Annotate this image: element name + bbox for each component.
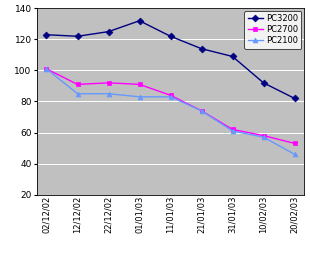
Line: PC2100: PC2100 (44, 66, 297, 157)
PC2100 (231, 129, 234, 133)
PC2700 (169, 94, 172, 97)
PC3200 (231, 55, 234, 58)
PC2700 (262, 134, 265, 137)
PC3200 (107, 30, 110, 33)
PC3200 (138, 19, 141, 23)
PC2100 (138, 95, 141, 98)
PC2700 (107, 81, 110, 85)
PC2100 (262, 135, 265, 139)
PC2700 (138, 83, 141, 86)
PC2100 (293, 153, 296, 156)
PC2700 (76, 83, 79, 86)
Line: PC2700: PC2700 (44, 66, 297, 146)
PC3200 (293, 97, 296, 100)
PC2700 (231, 128, 234, 131)
PC3200 (169, 35, 172, 38)
PC2100 (169, 95, 172, 98)
PC2700 (200, 109, 203, 113)
PC2700 (45, 67, 48, 71)
PC2700 (293, 142, 296, 145)
Legend: PC3200, PC2700, PC2100: PC3200, PC2700, PC2100 (244, 11, 301, 49)
PC2100 (45, 67, 48, 71)
PC2100 (107, 92, 110, 95)
PC3200 (45, 33, 48, 36)
PC2100 (76, 92, 79, 95)
PC3200 (76, 35, 79, 38)
PC3200 (200, 47, 203, 50)
Line: PC3200: PC3200 (44, 18, 297, 101)
PC3200 (262, 81, 265, 85)
PC2100 (200, 109, 203, 113)
